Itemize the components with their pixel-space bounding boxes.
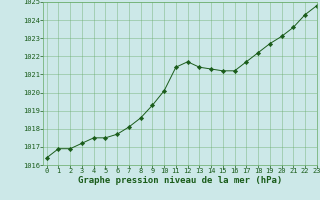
X-axis label: Graphe pression niveau de la mer (hPa): Graphe pression niveau de la mer (hPa) — [78, 176, 282, 185]
